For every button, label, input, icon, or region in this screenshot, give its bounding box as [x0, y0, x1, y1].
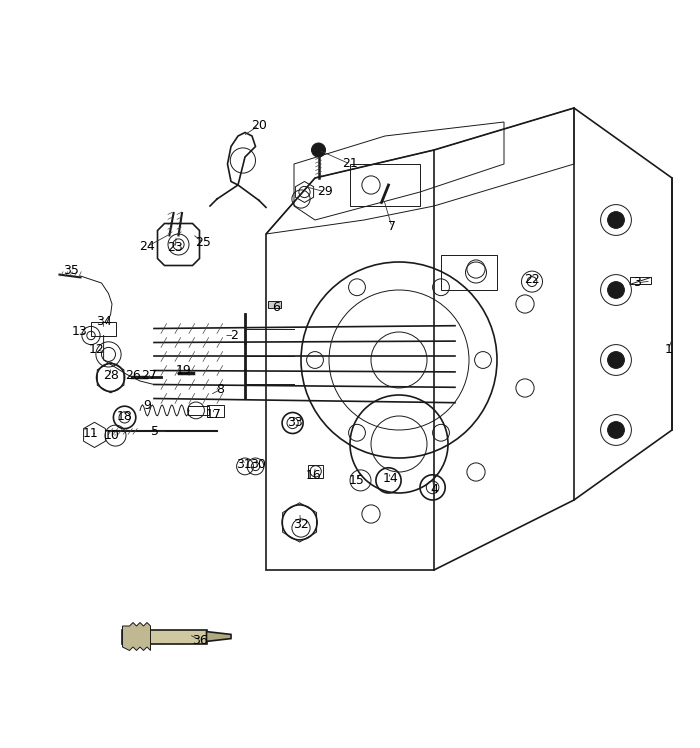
Text: 21: 21	[342, 158, 358, 171]
Text: 27: 27	[141, 369, 157, 382]
Text: 12: 12	[89, 343, 104, 356]
Text: 30: 30	[250, 459, 265, 471]
Polygon shape	[206, 631, 231, 641]
Text: 28: 28	[103, 369, 118, 382]
Text: 32: 32	[293, 518, 309, 531]
Circle shape	[608, 352, 624, 369]
Text: 7: 7	[388, 221, 396, 233]
Text: 25: 25	[195, 236, 211, 249]
Text: 2: 2	[230, 329, 239, 342]
Text: 16: 16	[306, 469, 321, 482]
Bar	[630, 278, 651, 284]
Text: 6: 6	[272, 301, 281, 314]
Text: 15: 15	[349, 474, 365, 487]
Text: 33: 33	[288, 417, 303, 429]
Text: 24: 24	[139, 240, 155, 253]
Bar	[350, 164, 420, 206]
Text: 20: 20	[251, 119, 267, 132]
Text: 17: 17	[206, 408, 221, 421]
Bar	[308, 465, 323, 478]
Bar	[268, 301, 281, 308]
Text: 10: 10	[104, 429, 120, 442]
Circle shape	[312, 143, 326, 157]
Circle shape	[608, 212, 624, 228]
Text: 23: 23	[167, 242, 183, 254]
Text: 9: 9	[143, 399, 151, 412]
Text: 22: 22	[524, 273, 540, 286]
Text: 13: 13	[71, 325, 87, 339]
Bar	[206, 405, 224, 417]
Text: 26: 26	[125, 369, 141, 382]
Text: 31: 31	[236, 459, 251, 471]
Text: 18: 18	[117, 409, 132, 423]
Text: 19: 19	[176, 364, 191, 377]
Text: 14: 14	[383, 473, 398, 485]
Polygon shape	[122, 630, 206, 643]
Text: 8: 8	[216, 383, 225, 396]
Text: 5: 5	[151, 425, 160, 438]
Polygon shape	[122, 622, 150, 651]
Text: 35: 35	[64, 264, 79, 277]
Text: 1: 1	[664, 343, 673, 356]
Bar	[441, 255, 497, 290]
Bar	[91, 322, 116, 336]
Text: 3: 3	[633, 277, 641, 289]
Bar	[188, 406, 209, 414]
Text: 4: 4	[430, 483, 438, 496]
Text: 34: 34	[96, 315, 111, 328]
Text: 36: 36	[192, 634, 207, 646]
Text: 29: 29	[318, 186, 333, 198]
Circle shape	[608, 281, 624, 298]
Text: 11: 11	[83, 427, 99, 440]
Circle shape	[608, 422, 624, 438]
